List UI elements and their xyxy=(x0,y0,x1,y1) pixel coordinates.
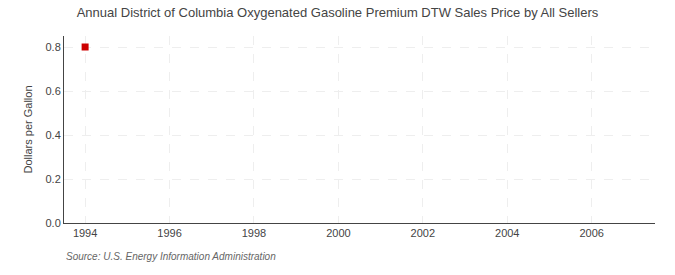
svg-text:2002: 2002 xyxy=(411,227,435,239)
svg-text:1998: 1998 xyxy=(242,227,266,239)
svg-text:Dollars per Gallon: Dollars per Gallon xyxy=(22,85,34,173)
svg-text:1996: 1996 xyxy=(157,227,181,239)
svg-text:2004: 2004 xyxy=(495,227,519,239)
svg-text:1994: 1994 xyxy=(73,227,97,239)
svg-text:0.4: 0.4 xyxy=(46,129,61,141)
svg-text:2006: 2006 xyxy=(579,227,603,239)
svg-text:Annual District of Columbia Ox: Annual District of Columbia Oxygenated G… xyxy=(77,5,599,20)
svg-text:Source: U.S. Energy Informatio: Source: U.S. Energy Information Administ… xyxy=(66,251,276,262)
svg-text:0.6: 0.6 xyxy=(46,85,61,97)
svg-text:0.8: 0.8 xyxy=(46,41,61,53)
svg-text:0.2: 0.2 xyxy=(46,173,61,185)
svg-text:0.0: 0.0 xyxy=(46,217,61,229)
svg-text:2000: 2000 xyxy=(326,227,350,239)
